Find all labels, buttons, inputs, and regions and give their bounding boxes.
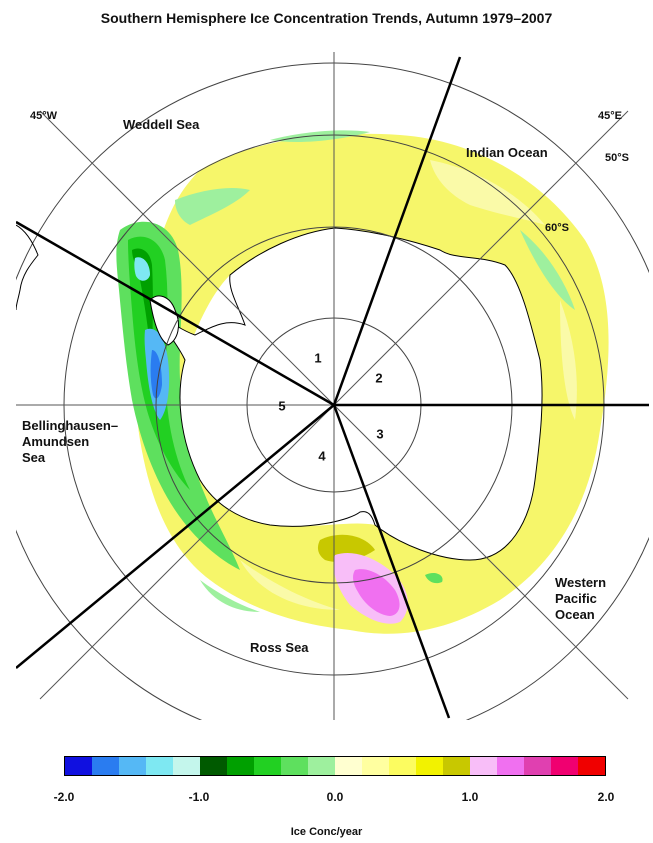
map-title: Southern Hemisphere Ice Concentration Tr… [100,10,553,26]
colorbar-tick-0: 0.0 [326,790,344,804]
colorbar-tick-neg1: -1.0 [188,790,210,804]
colorbar-tick-neg2: -2.0 [53,790,75,804]
region-bellingshausen: Bellinghausen– Amundsen Sea [22,418,118,466]
sector-2: 2 [375,370,383,386]
colorbar-swatch-13 [416,757,443,775]
region-bellingshausen-line3: Sea [22,450,46,465]
colorbar-swatch-8 [281,757,308,775]
ice-trend-field [116,130,609,634]
colorbar-swatch-6 [227,757,254,775]
region-western-pacific-line2: Pacific [555,591,597,606]
region-western-pacific: Western Pacific Ocean [555,575,606,623]
label-60s: 60°S [545,222,569,234]
region-western-pacific-line3: Ocean [555,607,595,622]
colorbar-swatch-17 [524,757,551,775]
colorbar-swatch-19 [578,757,605,775]
colorbar-label: Ice Conc/year [290,826,363,838]
sector-5: 5 [278,398,286,414]
colorbar-swatch-1 [92,757,119,775]
colorbar-swatch-4 [173,757,200,775]
region-bellingshausen-line2: Amundsen [22,434,90,449]
region-ross-sea: Ross Sea [250,640,309,655]
colorbar-tick-2: 2.0 [597,790,615,804]
region-indian-ocean: Indian Ocean [466,145,548,160]
region-western-pacific-line1: Western [555,575,607,590]
label-45e: 45°E [598,110,622,122]
region-weddell-sea: Weddell Sea [123,117,200,132]
colorbar-swatch-14 [443,757,470,775]
colorbar-swatch-18 [551,757,578,775]
colorbar-swatch-11 [362,757,389,775]
colorbar-swatch-9 [308,757,335,775]
colorbar-tick-1: 1.0 [461,790,479,804]
colorbar-swatch-12 [389,757,416,775]
colorbar-swatch-0 [65,757,92,775]
colorbar-swatch-2 [119,757,146,775]
south-america-coast [16,224,39,311]
colorbar-swatch-16 [497,757,524,775]
sector-4: 4 [318,448,326,464]
label-45w: 45°W [30,110,58,122]
sector-boundaries [16,56,649,719]
colorbar [64,756,606,776]
region-bellingshausen-line1: Bellinghausen– [22,418,119,433]
sector-1: 1 [314,350,322,366]
sector-3: 3 [376,426,384,442]
label-50s: 50°S [605,152,629,164]
colorbar-swatch-3 [146,757,173,775]
colorbar-swatch-15 [470,757,497,775]
antarctica-continent [159,227,543,561]
colorbar-swatch-5 [200,757,227,775]
colorbar-swatch-10 [335,757,362,775]
colorbar-swatch-7 [254,757,281,775]
